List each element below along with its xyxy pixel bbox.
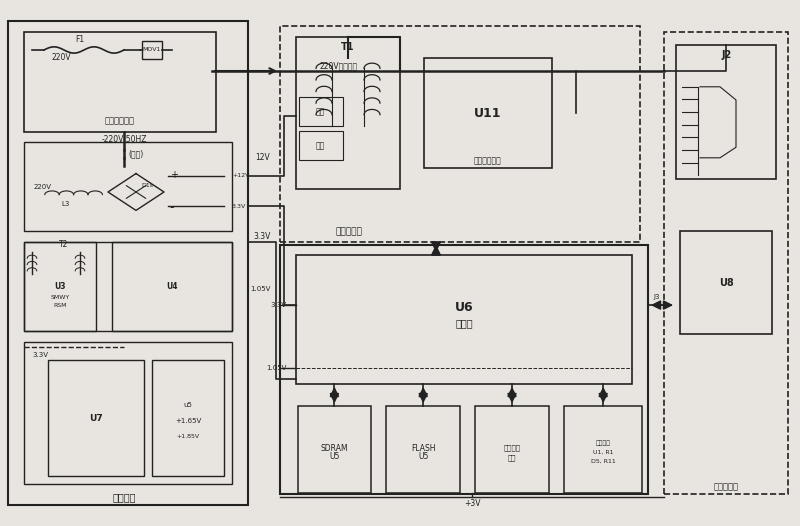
- Text: D1s: D1s: [142, 183, 154, 188]
- Text: -220V,50HZ: -220V,50HZ: [102, 135, 146, 144]
- Bar: [424, 58, 552, 168]
- Text: 以太网系统: 以太网系统: [714, 482, 739, 491]
- Bar: [112, 242, 232, 331]
- Bar: [24, 342, 232, 484]
- Text: 3.3V: 3.3V: [270, 302, 286, 308]
- Text: +: +: [170, 169, 178, 180]
- Bar: [664, 32, 788, 494]
- Text: U5: U5: [418, 451, 428, 461]
- Bar: [142, 41, 162, 59]
- Text: J3: J3: [654, 294, 660, 300]
- Text: U11: U11: [474, 107, 502, 119]
- Text: U6: U6: [454, 301, 474, 314]
- Bar: [296, 255, 632, 384]
- Text: SDRAM: SDRAM: [321, 443, 348, 453]
- Text: +3V: +3V: [464, 499, 480, 508]
- Text: FLASH: FLASH: [411, 443, 435, 453]
- Text: 调制解调电路: 调制解调电路: [474, 156, 502, 165]
- Text: U3: U3: [54, 282, 66, 291]
- Text: 3.3V: 3.3V: [232, 204, 246, 209]
- Bar: [564, 406, 642, 493]
- Text: U7: U7: [89, 413, 103, 423]
- Text: 220V: 220V: [34, 184, 51, 190]
- Text: MOV1: MOV1: [143, 47, 161, 53]
- Bar: [299, 132, 343, 160]
- Bar: [24, 142, 232, 231]
- Text: +12V: +12V: [232, 173, 250, 178]
- Text: 1.05V: 1.05V: [250, 286, 270, 292]
- Text: -: -: [170, 201, 174, 214]
- Text: (电源): (电源): [128, 149, 143, 159]
- Text: 扩展: 扩展: [508, 454, 516, 461]
- Text: 接收: 接收: [315, 141, 325, 150]
- Text: 电源系统: 电源系统: [112, 492, 136, 502]
- Bar: [24, 242, 232, 331]
- Text: 通信接口: 通信接口: [503, 445, 521, 451]
- Text: 220V: 220V: [52, 53, 72, 63]
- Bar: [298, 406, 371, 493]
- Text: 1.05V: 1.05V: [266, 365, 286, 371]
- Bar: [280, 245, 648, 494]
- Bar: [680, 231, 772, 334]
- Text: 12V: 12V: [256, 153, 270, 163]
- Bar: [8, 21, 248, 505]
- Text: 单片机: 单片机: [455, 318, 473, 329]
- Text: L3: L3: [62, 201, 70, 207]
- Text: U5: U5: [330, 451, 339, 461]
- Text: U1, R1: U1, R1: [593, 450, 614, 455]
- Bar: [48, 360, 144, 476]
- Text: D5, R11: D5, R11: [591, 459, 615, 464]
- Text: 保电保护电路: 保电保护电路: [105, 116, 135, 126]
- Bar: [24, 242, 96, 331]
- Text: +1.65V: +1.65V: [175, 418, 201, 424]
- Text: F1: F1: [75, 35, 85, 44]
- Bar: [280, 26, 640, 242]
- Text: 220V（信号）: 220V（信号）: [320, 61, 358, 70]
- Bar: [475, 406, 549, 493]
- Text: 电力网系统: 电力网系统: [336, 227, 363, 236]
- Text: +1.85V: +1.85V: [177, 434, 199, 439]
- Text: 3.3V: 3.3V: [32, 352, 48, 358]
- Bar: [296, 37, 400, 189]
- Text: RSM: RSM: [54, 302, 66, 308]
- Bar: [152, 360, 224, 476]
- Text: 发送: 发送: [315, 107, 325, 116]
- Text: U8: U8: [719, 278, 734, 288]
- Bar: [386, 406, 460, 493]
- Text: T1: T1: [342, 42, 354, 53]
- Text: u5: u5: [183, 402, 193, 408]
- Bar: [676, 45, 776, 179]
- Text: 3.3V: 3.3V: [253, 232, 270, 241]
- Text: SMWY: SMWY: [50, 295, 70, 300]
- Text: J2: J2: [722, 50, 731, 60]
- Text: U4: U4: [166, 282, 178, 291]
- Text: 逻辑控制: 逻辑控制: [596, 440, 610, 446]
- Bar: [299, 97, 343, 126]
- Text: T2: T2: [59, 240, 69, 249]
- Bar: [24, 32, 216, 132]
